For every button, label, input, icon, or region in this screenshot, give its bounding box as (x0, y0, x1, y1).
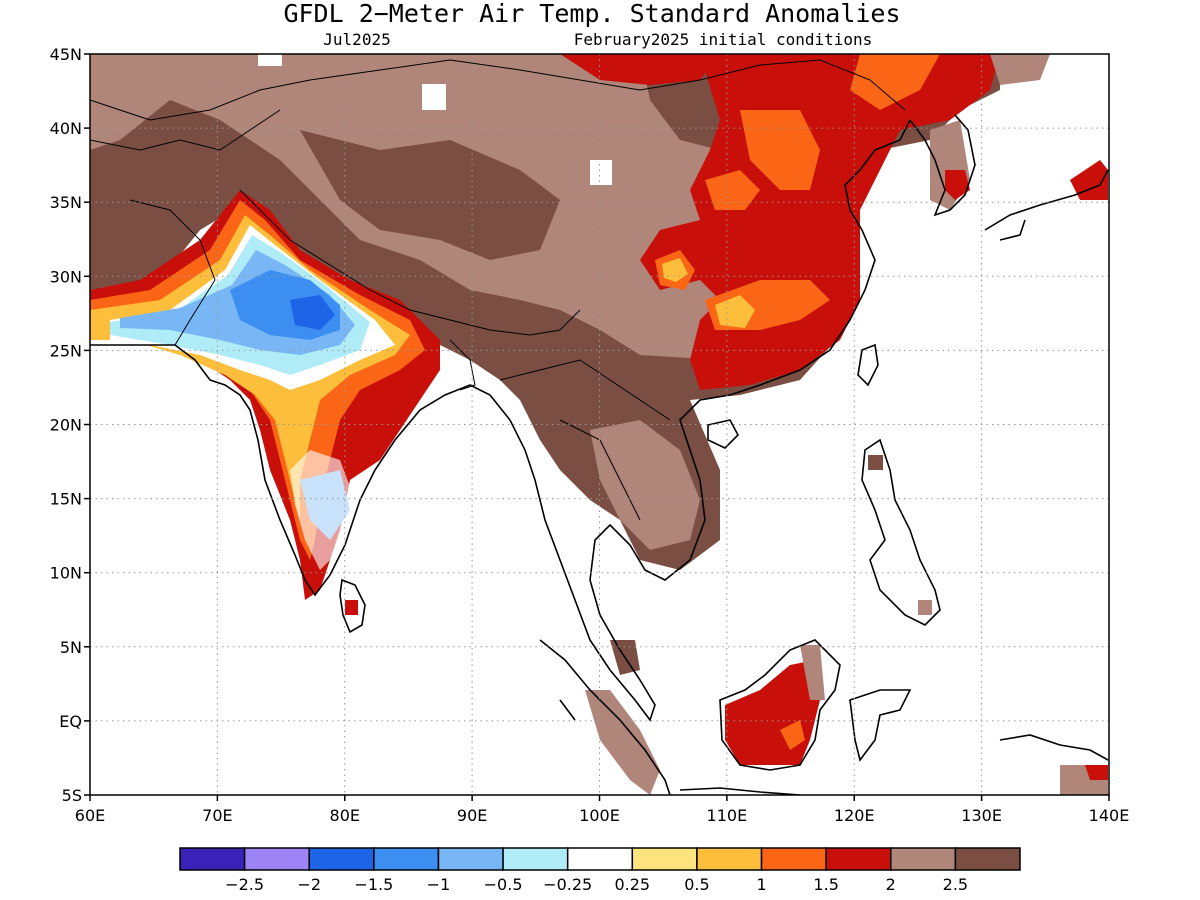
colorbar-swatch (825, 847, 892, 871)
anomaly-field (90, 54, 1108, 795)
coastline-hainan (707, 419, 739, 449)
anomaly-region-red-png (1085, 765, 1108, 780)
anomaly-region-darkbrown-west (90, 140, 200, 290)
y-tick-label: 10N (50, 564, 82, 583)
colorbar-label: 1.5 (813, 875, 838, 894)
y-tick-label: 20N (50, 416, 82, 435)
country-borders (90, 59, 906, 521)
border-himalaya (239, 189, 581, 336)
coastline-philippines (861, 438, 941, 626)
x-tick-label: 100E (579, 806, 620, 825)
anomaly-region-red-korea (945, 170, 970, 200)
colorbar: −2.5 −2 −1.5 −1 −0.5 −0.25 0.25 0.5 1 1.5 2 2.5 (179, 847, 1021, 894)
y-tick-label: 5S (62, 786, 82, 805)
anomaly-region-lightbrown-philippines (918, 600, 932, 615)
anomaly-region-lightbrown-sumatra (585, 690, 660, 795)
colorbar-swatch (954, 847, 1021, 871)
coastlines (90, 114, 1109, 795)
border-pakistan (129, 199, 216, 346)
coastline-taiwan (857, 343, 879, 387)
coastline-borneo (719, 639, 841, 771)
anomaly-region-darkbrown-philippines (868, 455, 883, 470)
coastline-sumatra (539, 639, 671, 795)
x-tick-label: 70E (202, 806, 232, 825)
y-tick-label: 40N (50, 119, 82, 138)
anomaly-region-white-patch (422, 84, 446, 110)
colorbar-label: −2.5 (225, 875, 264, 894)
x-tick-label: 60E (75, 806, 105, 825)
colorbar-swatch (308, 847, 375, 871)
colorbar-swatch (502, 847, 569, 871)
initial-conditions-label: February2025 initial conditions (574, 30, 873, 49)
anomaly-region-orange-jiangxi (715, 295, 755, 328)
colorbar-swatch (631, 847, 698, 871)
y-tick-label: 25N (50, 341, 82, 360)
colorbar-swatch (566, 847, 634, 871)
border-central-asia (90, 109, 281, 151)
colorbar-label: −1.5 (354, 875, 393, 894)
x-axis: 60E 70E 80E 90E 100E 110E 120E 130E 140E (75, 795, 1130, 825)
anomaly-region-orange-borneo (780, 720, 805, 750)
colorbar-label: 0.5 (684, 875, 709, 894)
colorbar-label: 0.25 (614, 875, 650, 894)
y-axis: 45N 40N 35N 30N 25N 20N 15N 10N 5N EQ 5S (50, 45, 90, 805)
border-indochina (499, 359, 671, 521)
coastline-java (679, 787, 801, 795)
x-tick-label: 130E (961, 806, 1002, 825)
anomaly-region-white-south-india (290, 450, 355, 570)
colorbar-label: −2 (297, 875, 321, 894)
anomaly-region-lightbrown-borneo (800, 645, 825, 700)
anomaly-region-white-lake (590, 160, 612, 185)
map-title: GFDL 2−Meter Air Temp. Standard Anomalie… (283, 0, 900, 28)
x-tick-label: 90E (457, 806, 487, 825)
anomaly-region-orange-eastchina (740, 110, 820, 190)
colorbar-swatch (696, 847, 763, 871)
x-tick-label: 120E (834, 806, 875, 825)
y-tick-label: 15N (50, 490, 82, 509)
coastline-korea (909, 114, 976, 217)
y-tick-label: 45N (50, 45, 82, 64)
coastline-india (90, 344, 491, 597)
anomaly-region-darkblue-india (290, 295, 335, 330)
x-tick-label: 140E (1089, 806, 1130, 825)
colorbar-label: 2.5 (943, 875, 968, 894)
colorbar-label: −0.5 (484, 875, 523, 894)
y-tick-label: 30N (50, 267, 82, 286)
anomaly-region-white-patch-north (258, 54, 282, 66)
anomaly-region-orange-north (850, 54, 940, 110)
valid-month: Jul2025 (323, 30, 390, 49)
anomaly-region-red-japan (1070, 160, 1108, 200)
colorbar-swatch (760, 847, 827, 871)
x-tick-label: 110E (707, 806, 748, 825)
coastline-japan (984, 169, 1109, 241)
colorbar-swatch (179, 847, 246, 871)
colorbar-label: 2 (886, 875, 896, 894)
coastline-indochina (489, 119, 911, 722)
y-tick-label: 35N (50, 193, 82, 212)
colorbar-label: 1 (756, 875, 766, 894)
colorbar-swatch (373, 847, 440, 871)
coastline-newguinea (999, 734, 1109, 761)
x-tick-label: 80E (330, 806, 360, 825)
colorbar-label: −1 (427, 875, 451, 894)
colorbar-label: −0.25 (543, 875, 592, 894)
colorbar-swatch (243, 847, 310, 871)
anomaly-region-lightbrown-indochina (590, 420, 700, 550)
anomaly-region-orange-ne (705, 170, 760, 210)
y-tick-label: 5N (60, 638, 82, 657)
coastline-sulawesi (849, 689, 912, 762)
colorbar-swatch (437, 847, 504, 871)
anomaly-region-darkbrown-tibet (300, 130, 560, 260)
border-china-north (90, 59, 906, 121)
colorbar-swatch (890, 847, 957, 871)
y-tick-label: EQ (59, 712, 82, 731)
coastline-srilanka (339, 578, 366, 634)
anomaly-region-lightbrown-japan (990, 54, 1050, 85)
anomaly-region-red-srilanka (345, 600, 358, 615)
